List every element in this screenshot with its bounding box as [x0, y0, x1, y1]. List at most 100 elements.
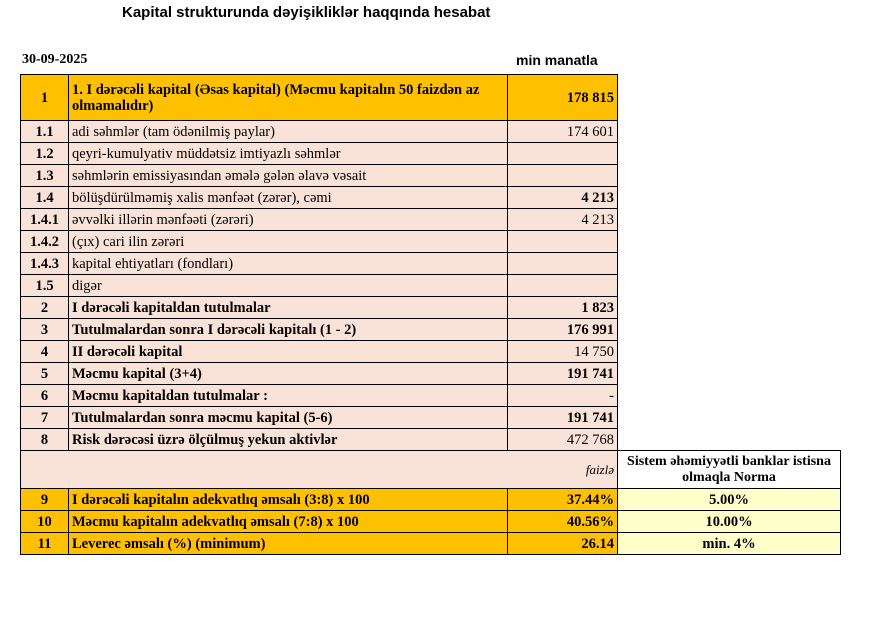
row-norm: 5.00% [617, 488, 841, 511]
table-row: 5 Məcmu kapital (3+4) 191 741 [20, 362, 841, 385]
row-value: 178 815 [507, 74, 618, 121]
report-unit: min manatla [516, 52, 598, 68]
row-number: 7 [20, 406, 69, 429]
table-row: 1.3 səhmlərin emissiyasından əmələ gələn … [20, 164, 841, 187]
row-value [507, 164, 618, 187]
row-value [507, 142, 618, 165]
row-number: 1.4 [20, 186, 69, 209]
empty-cell [617, 384, 841, 407]
row-item: Leverec əmsalı (%) (minimum) [68, 532, 508, 555]
row-item: qeyri-kumulyativ müddətsiz imtiyazlı səh… [68, 142, 508, 165]
row-item: Məcmu kapital (3+4) [68, 362, 508, 385]
row-value: 174 601 [507, 120, 618, 143]
row-number: 1.4.1 [20, 208, 69, 231]
empty-cell [617, 164, 841, 187]
empty-cell [617, 362, 841, 385]
row-item: 1. I dərəcəli kapital (Əsas kapital) (Mə… [68, 74, 508, 121]
report-date: 30-09-2025 [22, 52, 88, 67]
row-number: 5 [20, 362, 69, 385]
row-number: 3 [20, 318, 69, 341]
row-item: II dərəcəli kapital [68, 340, 508, 363]
row-item: I dərəcəli kapitaldan tutulmalar [68, 296, 508, 319]
row-value: 472 768 [507, 428, 618, 451]
row-item: Məcmu kapitaldan tutulmalar : [68, 384, 508, 407]
table-row: 1.4 bölüşdürülməmiş xalis mənfəət (zərər)… [20, 186, 841, 209]
row-value: 191 741 [507, 362, 618, 385]
row-number: 1.4.2 [20, 230, 69, 253]
ratio-header-row: faizlə Sistem əhəmiyyətli banklar istisna… [20, 450, 841, 489]
empty-cell [617, 186, 841, 209]
capital-table: 1 1. I dərəcəli kapital (Əsas kapital) (M… [20, 74, 841, 555]
empty-cell [617, 230, 841, 253]
table-row: 4 II dərəcəli kapital 14 750 [20, 340, 841, 363]
ratio-unit: faizlə [507, 450, 618, 489]
row-value [507, 274, 618, 297]
empty-cell [617, 318, 841, 341]
row-value [507, 230, 618, 253]
row-norm: min. 4% [617, 532, 841, 555]
row-value: 40.56% [507, 510, 618, 533]
table-row: 6 Məcmu kapitaldan tutulmalar :- [20, 384, 841, 407]
row-number: 4 [20, 340, 69, 363]
row-item: səhmlərin emissiyasından əmələ gələn əla… [68, 164, 508, 187]
row-item: Tutulmalardan sonra I dərəcəli kapitalı … [68, 318, 508, 341]
norm-title: Sistem əhəmiyyətli banklar istisna olmaq… [617, 450, 841, 489]
row-number: 1.2 [20, 142, 69, 165]
row-value: 191 741 [507, 406, 618, 429]
empty-cell [617, 74, 841, 121]
row-number: 10 [20, 510, 69, 533]
row-item: adi səhmlər (tam ödənilmiş paylar) [68, 120, 508, 143]
row-item: Risk dərəcəsi üzrə ölçülmuş yekun aktivl… [68, 428, 508, 451]
table-row: 3 Tutulmalardan sonra I dərəcəli kapitalı… [20, 318, 841, 341]
row-number: 1.3 [20, 164, 69, 187]
row-number: 9 [20, 488, 69, 511]
table-row: 8 Risk dərəcəsi üzrə ölçülmuş yekun aktiv… [20, 428, 841, 451]
row-number: 1 [20, 74, 69, 121]
row-value: - [507, 384, 618, 407]
report-title: Kapital strukturunda dəyişikliklər haqqı… [122, 4, 491, 21]
table-row: 1.4.1 əvvəlki illərin mənfəəti (zərəri) 4 … [20, 208, 841, 231]
row-item: bölüşdürülməmiş xalis mənfəət (zərər), c… [68, 186, 508, 209]
row-value: 26.14 [507, 532, 618, 555]
row-number: 2 [20, 296, 69, 319]
table-row: 1 1. I dərəcəli kapital (Əsas kapital) (M… [20, 74, 841, 121]
empty-cell [20, 450, 508, 489]
row-norm: 10.00% [617, 510, 841, 533]
row-number: 11 [20, 532, 69, 555]
row-number: 6 [20, 384, 69, 407]
row-item: (çıx) cari ilin zərəri [68, 230, 508, 253]
empty-cell [617, 252, 841, 275]
row-value: 14 750 [507, 340, 618, 363]
table-row: 1.2 qeyri-kumulyativ müddətsiz imtiyazlı … [20, 142, 841, 165]
table-row: 1.1 adi səhmlər (tam ödənilmiş paylar) 174… [20, 120, 841, 143]
row-number: 1.1 [20, 120, 69, 143]
row-item: I dərəcəli kapitalın adekvatlıq əmsalı (… [68, 488, 508, 511]
empty-cell [617, 274, 841, 297]
row-item: kapital ehtiyatları (fondları) [68, 252, 508, 275]
row-item: əvvəlki illərin mənfəəti (zərəri) [68, 208, 508, 231]
row-number: 1.5 [20, 274, 69, 297]
table-row: 7 Tutulmalardan sonra məcmu kapital (5-6)… [20, 406, 841, 429]
row-number: 8 [20, 428, 69, 451]
empty-cell [617, 120, 841, 143]
row-value: 4 213 [507, 186, 618, 209]
row-number: 1.4.3 [20, 252, 69, 275]
row-item: digər [68, 274, 508, 297]
empty-cell [617, 142, 841, 165]
empty-cell [617, 340, 841, 363]
row-value [507, 252, 618, 275]
empty-cell [617, 296, 841, 319]
row-value: 4 213 [507, 208, 618, 231]
ratio-row: 11 Leverec əmsalı (%) (minimum) 26.14 min.… [20, 532, 841, 555]
table-row: 1.4.2 (çıx) cari ilin zərəri [20, 230, 841, 253]
row-item: Tutulmalardan sonra məcmu kapital (5-6) [68, 406, 508, 429]
empty-cell [617, 406, 841, 429]
table-row: 1.5 digər [20, 274, 841, 297]
row-value: 37.44% [507, 488, 618, 511]
row-item: Məcmu kapitalın adekvatlıq əmsalı (7:8) … [68, 510, 508, 533]
row-value: 176 991 [507, 318, 618, 341]
table-row: 1.4.3 kapital ehtiyatları (fondları) [20, 252, 841, 275]
